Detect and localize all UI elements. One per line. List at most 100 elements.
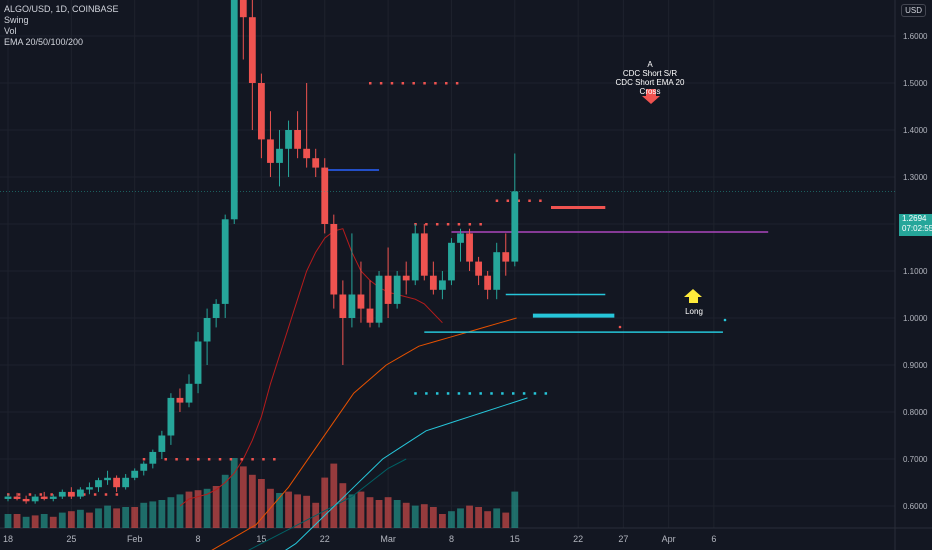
volume-bar [330,463,338,528]
currency-badge[interactable]: USD [901,4,926,17]
candle-body [439,280,446,290]
volume-bar [67,511,75,528]
indicator-ema[interactable]: EMA 20/50/100/200 [4,37,84,47]
swing-dots-support [511,392,515,395]
volume-bar [502,512,510,528]
ema100-line [285,397,528,550]
swing-dots-support [533,392,537,395]
swing-dots-low [93,493,97,496]
volume-bar [384,497,392,528]
bar-countdown: 07:02:55 [902,224,932,233]
candle-body [158,435,166,452]
candle-body [411,233,419,281]
candle-body [276,148,283,163]
swing-dots-mid-high [479,223,482,226]
volume-bar [475,507,482,528]
candle-body [393,275,401,304]
ema20-line [179,228,443,507]
swing-dots-low [28,493,32,496]
swing-dots-mid [251,458,254,461]
y-tick-label: 1.3000 [903,173,928,182]
volume-bar [49,516,57,528]
swing-dots-mid [197,458,200,461]
swing-dots-support [425,392,428,395]
x-tick-label: 6 [711,534,716,544]
x-tick-label: Apr [662,534,676,544]
swing-dots-mid [229,458,233,461]
swing-dots-mid [240,458,243,461]
volume-bar [113,508,120,528]
volume-bar [140,502,148,528]
candle-body [113,477,120,488]
candle-body [86,487,93,490]
x-tick-label: 15 [256,534,266,544]
candle-body [348,294,356,318]
signal-dot [618,325,622,329]
swing-dots-support [468,392,472,395]
candle-body [267,139,274,163]
candle-body [122,477,130,488]
legend-panel: ALGO/USD, 1D, COINBASE Swing Vol EMA 20/… [4,4,119,48]
volume-bar [493,508,501,528]
symbol-title[interactable]: ALGO/USD, 1D, COINBASE [4,4,119,14]
candle-body [330,224,338,295]
swing-dots-high [434,82,437,85]
candle-body [77,489,84,497]
y-tick-label: 0.9000 [903,361,928,370]
candle-body [502,252,510,262]
sell-signal-line-3: CDC Short EMA 20 Cross [615,78,685,96]
candle-body [448,242,455,281]
indicator-swing[interactable]: Swing [4,15,29,25]
indicator-vol[interactable]: Vol [4,26,17,36]
volume-bar [402,502,410,528]
volume-bar [221,474,229,528]
volume-bar [185,491,193,528]
swing-dots-high [369,82,372,85]
volume-bar [339,483,347,528]
swing-dots-high [423,82,426,85]
ema200-line [247,458,407,550]
candle-body [221,219,229,304]
candle-body [366,308,374,323]
volume-bar [13,514,21,528]
candle-body [457,233,464,243]
candle-body [321,167,329,224]
volume-bar [149,501,157,528]
sell-signal-label: A CDC Short S/R CDC Short EMA 20 Cross [605,60,695,96]
swing-dots-mid-high [446,223,450,226]
candle-body [185,383,193,403]
swing-dots-mid [142,458,146,461]
volume-bar [348,494,356,528]
volume-bar [239,466,247,528]
candle-body [511,191,519,262]
swing-dots-mid [175,458,178,461]
sell-signal-line-1: A [647,60,653,69]
volume-bar [393,500,401,528]
candle-body [384,275,392,304]
swing-dots-support [501,392,504,395]
volume-bar [429,507,437,528]
candle-body [31,496,39,502]
candle-body [194,341,202,384]
candle-body [176,397,184,403]
volume-bar [176,494,184,528]
swing-dots-top [539,199,542,202]
volume-bar [375,500,383,528]
candle-body [4,496,12,499]
candle-body [303,148,311,159]
swing-dots-support [446,392,450,395]
candle-body [49,496,57,499]
x-tick-label: 15 [510,534,520,544]
candle-body [294,130,301,149]
swing-dots-high [455,82,459,85]
x-tick-label: 8 [196,534,201,544]
candle-body [339,294,347,318]
swing-dots-support [522,392,526,395]
swing-dots-support [544,392,548,395]
candle-body [22,498,30,502]
volume-bar [303,495,311,528]
swing-dots-top [528,199,531,202]
swing-dots-top [506,199,510,202]
last-price: 1.2694 [902,214,927,223]
